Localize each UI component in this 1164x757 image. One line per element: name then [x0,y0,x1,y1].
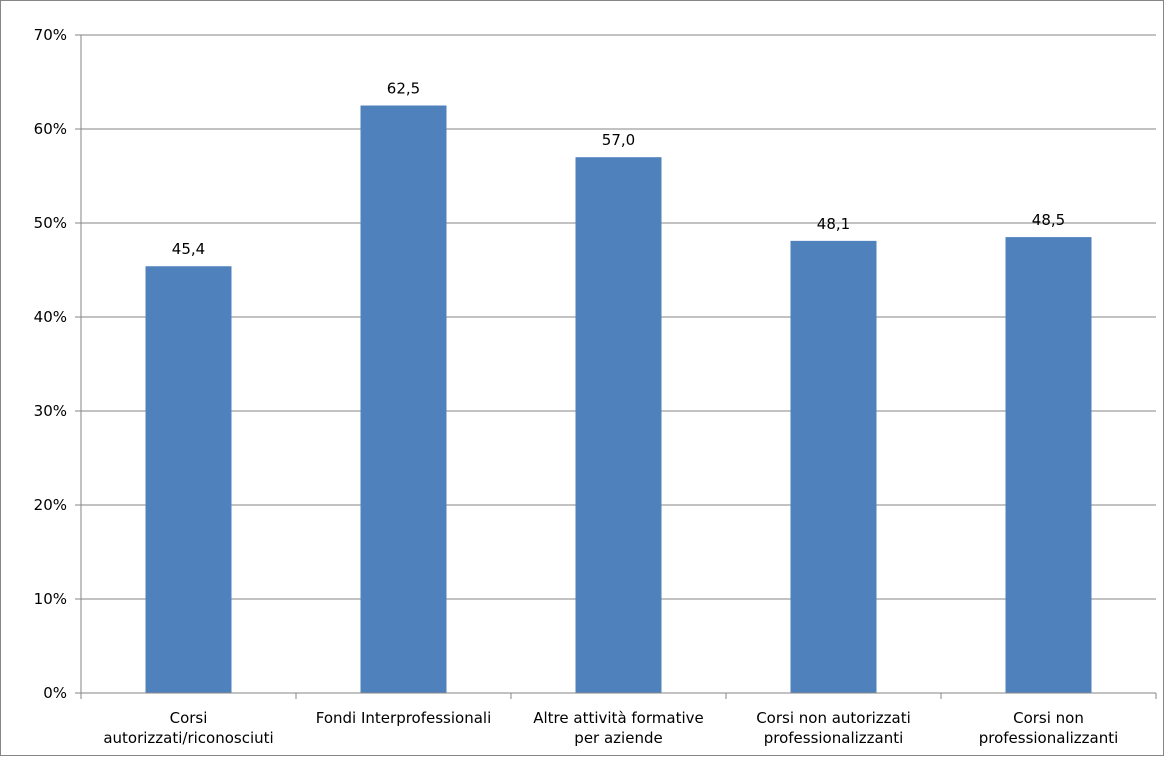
category-label: Fondi Interprofessionali [316,709,492,727]
y-tick-label: 10% [34,590,67,608]
category-label: autorizzati/riconosciuti [103,729,273,747]
bar [360,105,447,693]
y-tick-label: 70% [34,26,67,44]
category-label: Corsi non [1013,709,1084,727]
data-label: 57,0 [602,131,635,149]
category-label: professionalizzanti [764,729,904,747]
axes [80,35,1157,699]
category-label: professionalizzanti [979,729,1119,747]
y-tick-label: 30% [34,402,67,420]
y-tick-label: 40% [34,308,67,326]
y-tick-label: 50% [34,214,67,232]
y-tick-label: 0% [43,684,67,702]
category-label: Corsi [170,709,208,727]
data-label: 48,1 [817,215,850,233]
data-label: 62,5 [387,80,420,98]
y-tick-label: 20% [34,496,67,514]
data-label: 48,5 [1032,211,1065,229]
bar [575,157,662,693]
category-label: Corsi non autorizzati [756,709,911,727]
bars [145,105,1092,694]
y-axis-tick-labels: 0% 10% 20% 30% 40% 50% 60% 70% [34,26,67,702]
category-label: per aziende [574,729,662,747]
bar [790,240,877,694]
y-tick-label: 60% [34,120,67,138]
category-label: Altre attività formative [533,709,703,727]
bar [1005,237,1092,693]
bar [145,266,232,693]
data-labels: 45,4 62,5 57,0 48,1 48,5 [172,80,1065,259]
data-label: 45,4 [172,240,205,258]
category-labels: Corsi autorizzati/riconosciuti Fondi Inter… [103,709,1118,747]
